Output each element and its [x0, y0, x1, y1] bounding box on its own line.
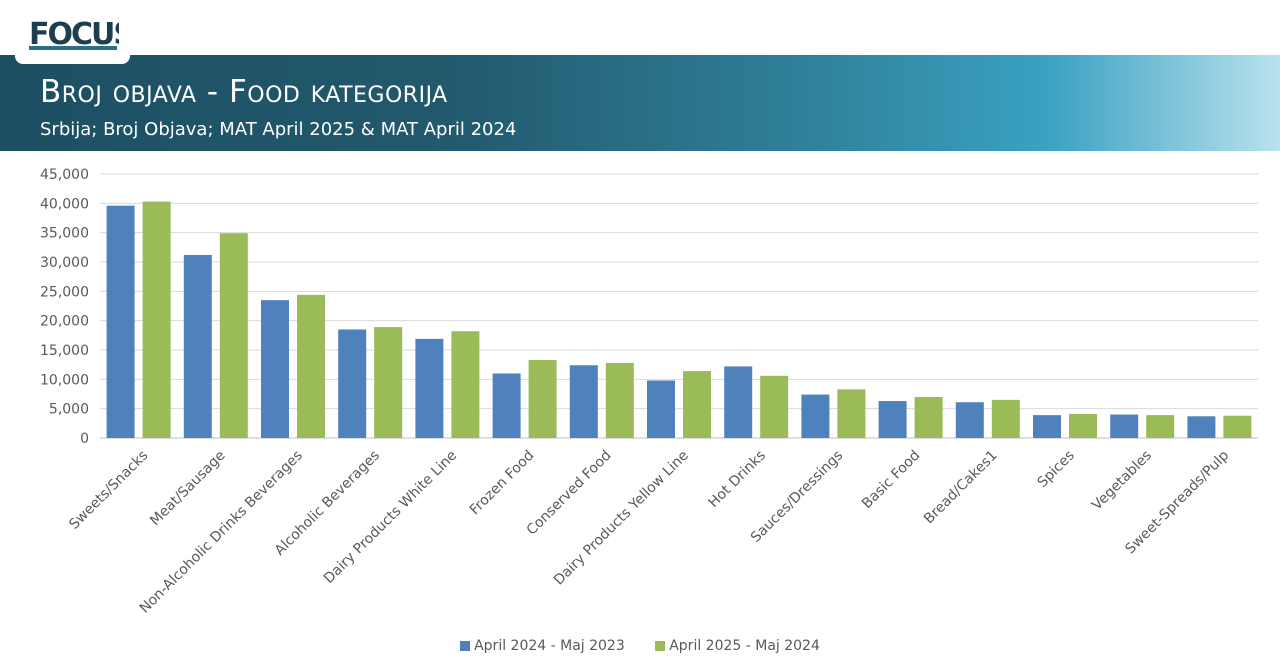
bar-series-1 — [261, 300, 289, 438]
x-tick-label: Dairy Products White Line — [321, 448, 460, 587]
page-subtitle: Srbija; Broj Objava; MAT April 2025 & MA… — [40, 119, 517, 140]
y-tick-label: 35,000 — [40, 226, 89, 242]
x-tick-label: Hot Drinks — [706, 448, 769, 511]
bar-series-2 — [837, 389, 866, 438]
bar-series-1 — [647, 380, 675, 438]
y-tick-label: 10,000 — [40, 372, 89, 388]
x-tick-label: Vegetables — [1089, 448, 1155, 514]
x-tick-label: Non-Alcoholic Drinks Beverages — [137, 448, 306, 617]
bar-series-2 — [374, 327, 403, 438]
bar-series-2 — [142, 201, 171, 438]
y-tick-label: 0 — [80, 431, 89, 447]
bar-series-2 — [1223, 415, 1252, 438]
chart-legend: April 2024 - Maj 2023 April 2025 - Maj 2… — [0, 638, 1280, 654]
legend-swatch-series-2 — [655, 641, 666, 651]
bar-series-1 — [1033, 415, 1061, 438]
bar-series-1 — [415, 338, 444, 438]
x-tick-label: Spices — [1034, 448, 1077, 491]
y-tick-label: 40,000 — [40, 196, 89, 212]
x-tick-label: Sweets/Snacks — [66, 448, 151, 533]
bar-series-1 — [569, 365, 598, 438]
legend-item-series-2: April 2025 - Maj 2024 — [655, 638, 820, 654]
bar-chart: 0 5,000 10,000 15,000 20,000 25,000 30,000 35,0… — [40, 167, 1258, 617]
bar-series-2 — [605, 362, 634, 438]
focus-logo: FOCUS — [29, 17, 119, 52]
bar-series-2 — [1069, 413, 1097, 438]
legend-swatch-series-1 — [460, 641, 471, 651]
y-tick-label: 20,000 — [40, 314, 89, 330]
x-tick-label: Meat/Sausage — [147, 448, 228, 529]
bar-series-2 — [297, 294, 325, 438]
bar-series-2 — [760, 375, 789, 438]
legend-item-series-1: April 2024 - Maj 2023 — [460, 638, 625, 654]
bar-series-2 — [1146, 415, 1175, 438]
bar-series-2 — [219, 233, 248, 438]
header-band — [0, 55, 1280, 151]
bar-series-1 — [338, 329, 367, 438]
bar-series-1 — [183, 254, 212, 438]
bar-series-1 — [878, 401, 907, 438]
bar-series-2 — [528, 359, 557, 438]
bar-series-1 — [106, 205, 135, 438]
bar-series-1 — [492, 373, 521, 438]
page-title: Broj objava - Food kategorija — [40, 74, 448, 110]
bar-series-2 — [914, 396, 943, 438]
legend-label-series-1: April 2024 - Maj 2023 — [474, 638, 625, 654]
x-tick-label: Bread/Cakes1 — [921, 448, 1001, 528]
bar-series-1 — [801, 394, 830, 438]
x-tick-label: Conserved Food — [524, 448, 615, 539]
logo-container: FOCUS — [15, 0, 130, 64]
x-tick-label: Frozen Food — [467, 448, 538, 519]
y-tick-label: 5,000 — [49, 402, 89, 418]
bar-series-1 — [1110, 414, 1139, 438]
y-tick-label: 45,000 — [40, 167, 89, 183]
bar-series-2 — [991, 399, 1020, 438]
bar-series-2 — [683, 371, 711, 438]
y-tick-label: 30,000 — [40, 255, 89, 271]
bar-series-2 — [451, 331, 480, 438]
bar-series-1 — [724, 366, 753, 438]
y-tick-label: 25,000 — [40, 284, 89, 300]
x-tick-label: Basic Food — [859, 448, 923, 512]
legend-label-series-2: April 2025 - Maj 2024 — [669, 638, 820, 654]
y-tick-label: 15,000 — [40, 343, 89, 359]
bar-series-1 — [1187, 416, 1216, 438]
x-tick-label: Dairy Products Yellow Line — [551, 448, 692, 589]
bar-series-1 — [955, 402, 984, 438]
